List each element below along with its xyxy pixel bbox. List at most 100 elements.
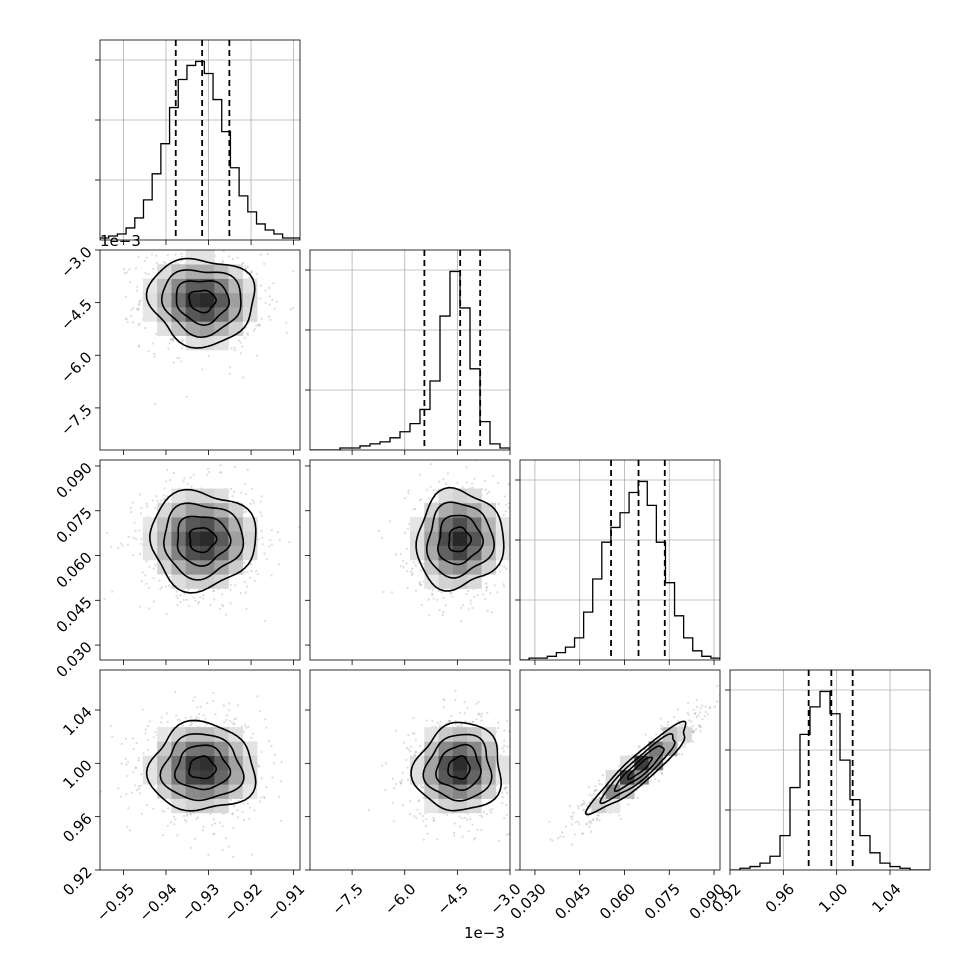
sample-point	[247, 725, 250, 728]
sample-point	[693, 729, 696, 733]
sample-point	[507, 506, 510, 509]
sample-point	[461, 604, 464, 607]
sample-point	[131, 501, 134, 504]
sample-point	[154, 402, 157, 405]
sample-point	[221, 605, 225, 608]
sample-point	[501, 801, 504, 805]
sample-point	[192, 596, 195, 599]
sample-point	[405, 547, 408, 550]
sample-point	[129, 506, 132, 509]
sample-point	[483, 479, 486, 482]
sample-point	[405, 746, 408, 750]
sample-point	[160, 586, 164, 589]
sample-point	[409, 800, 412, 803]
sample-point	[268, 303, 271, 306]
sample-point	[146, 724, 149, 728]
sample-point	[146, 748, 149, 751]
sample-point	[257, 764, 260, 767]
density-cell	[157, 321, 172, 337]
sample-point	[213, 832, 216, 835]
sample-point	[489, 809, 492, 812]
sample-point	[199, 595, 202, 599]
sample-point	[180, 340, 184, 343]
sample-point	[229, 798, 233, 801]
density-cell	[157, 784, 172, 799]
sample-point	[392, 820, 395, 823]
density-cell	[185, 531, 201, 547]
sample-point	[246, 570, 249, 574]
histogram-step	[100, 60, 300, 240]
sample-point	[478, 712, 481, 715]
sample-point	[271, 298, 274, 302]
sample-point	[503, 495, 506, 498]
sample-point	[201, 829, 204, 832]
sample-point	[503, 565, 506, 568]
sample-point	[252, 329, 255, 333]
density-cell	[452, 502, 468, 518]
sample-point	[194, 837, 197, 840]
sample-point	[222, 704, 225, 707]
sample-point	[142, 752, 145, 755]
sample-point	[111, 735, 114, 738]
sample-point	[486, 585, 489, 588]
sample-point	[242, 510, 246, 514]
sample-point	[138, 322, 141, 325]
density-cell	[228, 531, 244, 547]
sample-point	[244, 492, 247, 496]
pair-panel-1-3	[305, 669, 511, 875]
sample-point	[224, 246, 226, 248]
sample-point	[480, 712, 483, 715]
density-cell	[185, 321, 201, 337]
density-cell	[467, 755, 482, 771]
sample-point	[416, 808, 419, 811]
sample-point	[414, 564, 417, 567]
sample-point	[141, 708, 144, 711]
sample-point	[134, 767, 138, 770]
density-cell	[438, 488, 454, 504]
sample-point	[190, 722, 194, 725]
sample-point	[124, 757, 127, 760]
sample-point	[137, 255, 140, 259]
density-cell	[438, 741, 454, 757]
sample-point	[185, 247, 187, 249]
sample-point	[497, 502, 500, 506]
sample-point	[231, 812, 235, 815]
sample-point	[139, 299, 142, 302]
sample-point	[181, 347, 184, 350]
sample-point	[505, 719, 508, 722]
sample-point	[125, 763, 128, 766]
density-cell	[467, 798, 482, 814]
sample-point	[413, 814, 416, 818]
sample-point	[479, 715, 483, 718]
sample-point	[476, 828, 479, 832]
sample-point	[488, 490, 491, 493]
sample-point	[249, 502, 252, 505]
sample-point	[212, 691, 215, 694]
sample-point	[182, 588, 185, 591]
sample-point	[139, 512, 143, 515]
density-cell	[157, 517, 172, 532]
sample-point	[446, 813, 449, 816]
sample-point	[471, 482, 474, 485]
density-cell	[171, 321, 187, 337]
sample-point	[394, 729, 397, 732]
axes-frame	[99, 669, 301, 871]
sample-point	[251, 732, 255, 735]
sample-point	[406, 587, 409, 590]
sample-point	[191, 699, 195, 702]
sample-point	[139, 784, 143, 787]
sample-point	[406, 778, 410, 782]
sample-point	[173, 823, 176, 826]
sample-point	[134, 529, 137, 532]
sample-point	[384, 789, 387, 792]
sample-point	[165, 613, 168, 616]
sample-point	[256, 572, 259, 576]
sample-point	[224, 613, 228, 616]
sample-point	[594, 789, 597, 792]
sample-point	[377, 529, 380, 533]
sample-point	[246, 332, 249, 335]
sample-point	[417, 800, 420, 803]
density-cell	[438, 545, 454, 561]
sample-point	[422, 838, 425, 841]
sample-point	[453, 822, 457, 825]
